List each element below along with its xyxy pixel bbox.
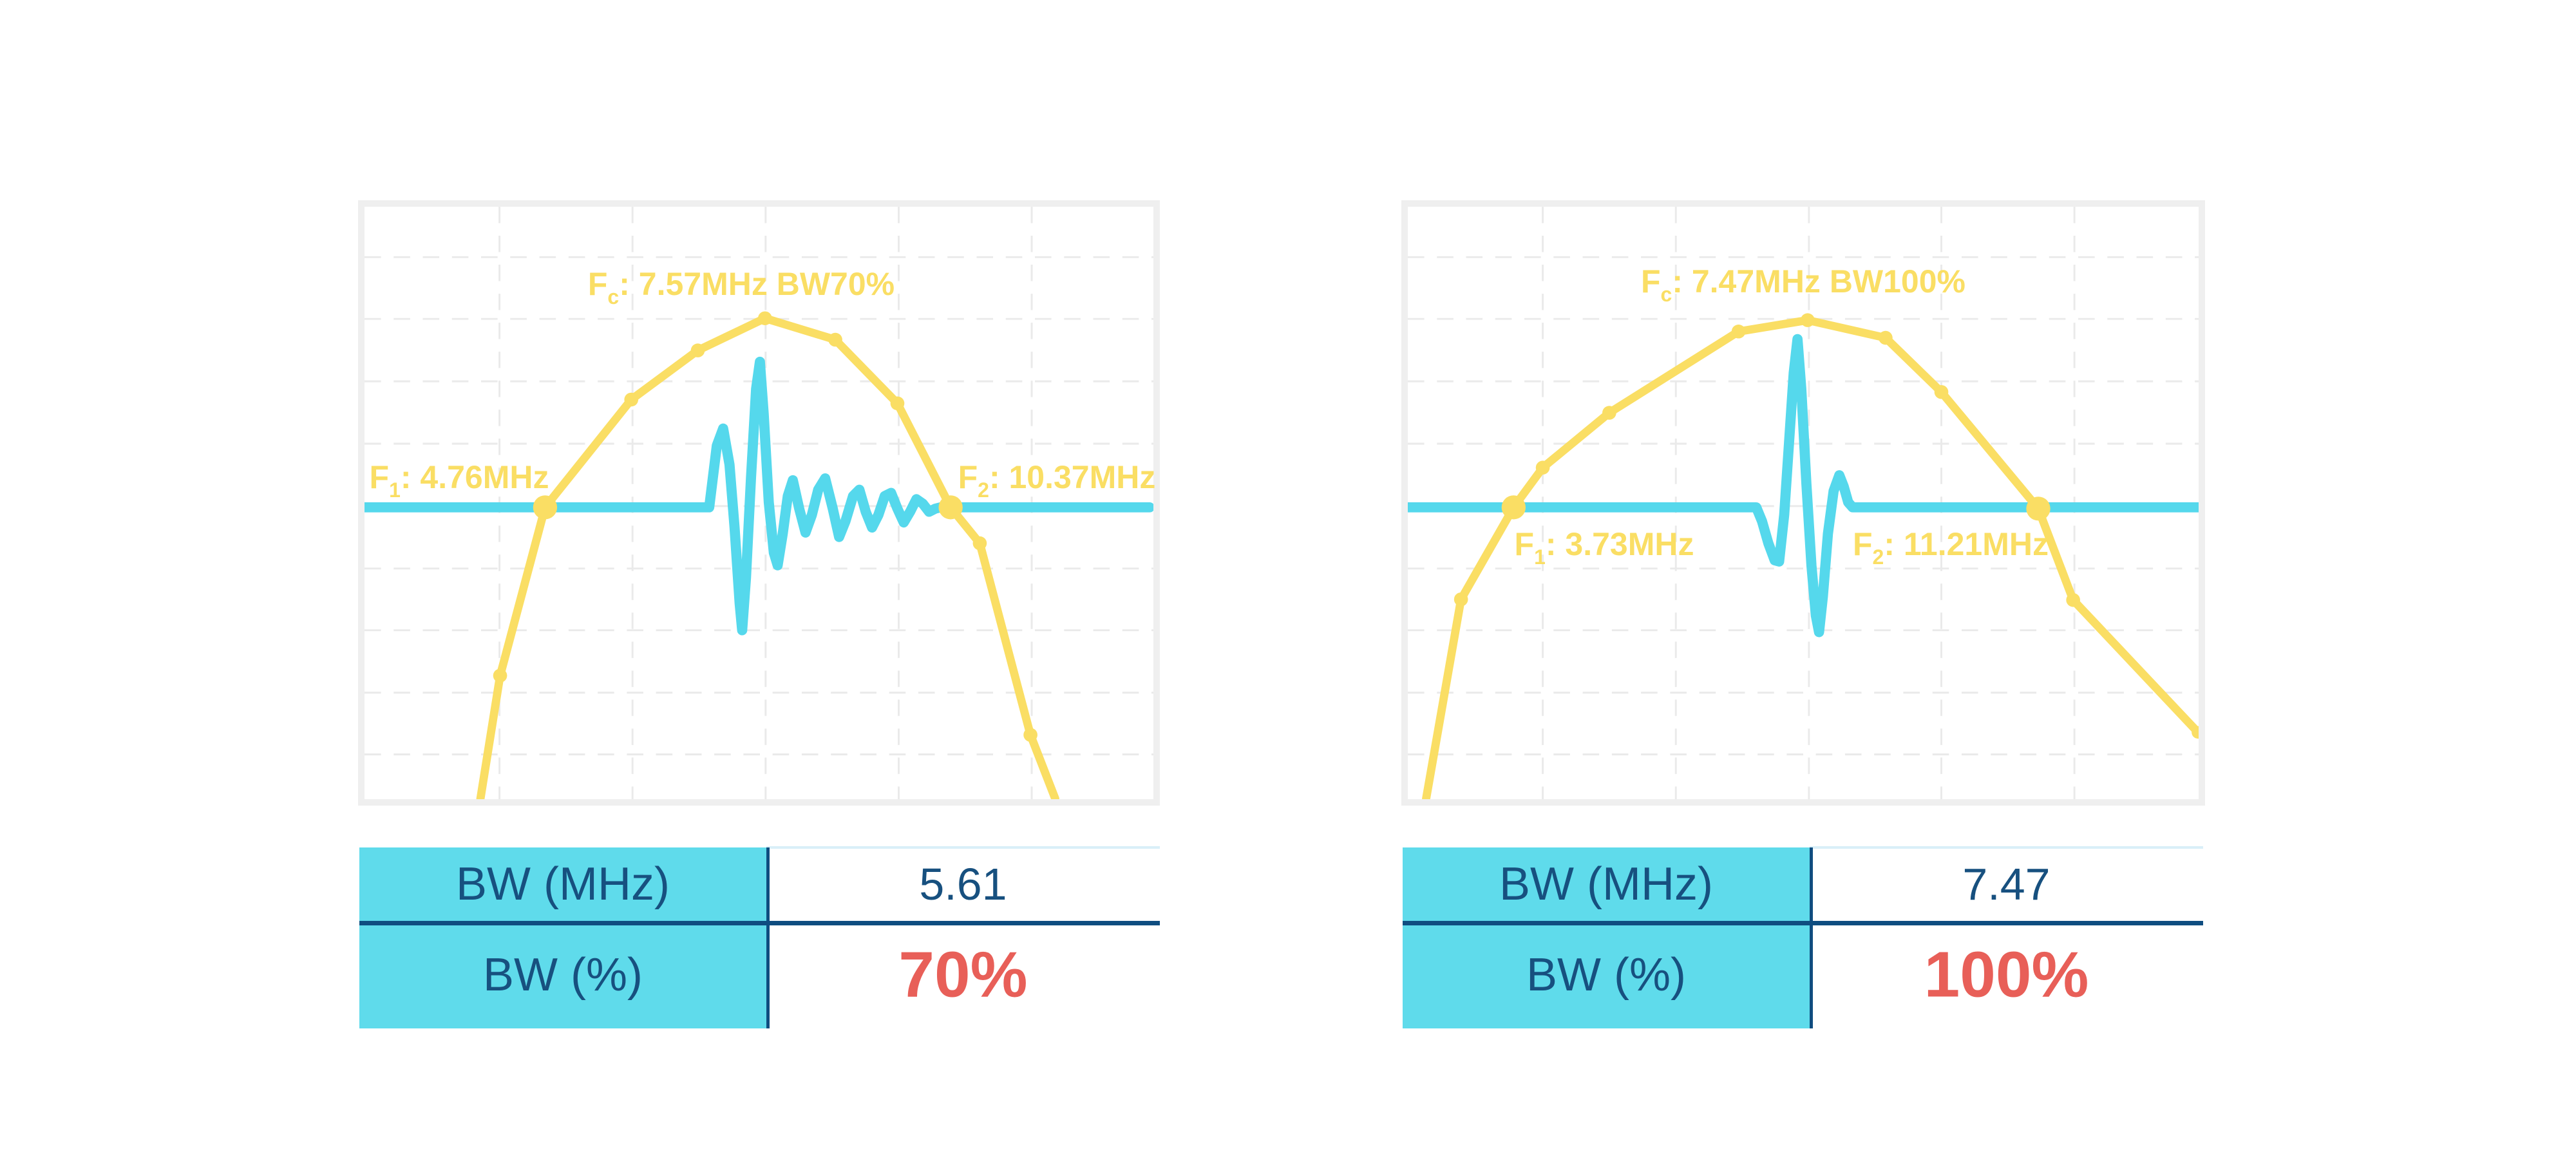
bw-mhz-value: 5.61 [919,859,1007,909]
f2-subscript: 2 [1872,545,1884,569]
fc-subscript: c [1660,283,1672,306]
fc-annotation-bw100: Fc: 7.47MHz BW100% [1640,263,1966,306]
bw-results-table-left: BW (MHz) BW (%) 5.61 70% [359,846,1160,1028]
f2-symbol: F [958,459,978,495]
chart-panel-bw70 [358,200,1160,806]
crossing-marker-dot [1501,495,1526,520]
spectrum-marker-dot [1801,313,1815,327]
spectrum-marker-dot [493,668,507,683]
spectrum-marker-dot [1879,330,1893,345]
bw-mhz-label: BW (MHz) [1499,858,1713,910]
spectrum-marker-dot [1535,460,1550,475]
spectrum-marker-dot [828,332,842,347]
bw-mhz-label: BW (MHz) [456,858,670,910]
fc-subscript: c [607,285,620,308]
spectrum-marker-dot [624,392,639,407]
f1-annotation-bw70: F1: 4.76MHz [369,459,549,502]
spectrum-marker-dot [1934,384,1949,399]
spectrum-marker-dot [2066,592,2080,607]
fc-value-text: : 7.47MHz BW100% [1672,263,1966,299]
fc-symbol: F [587,266,608,302]
bw-results-table-right: BW (MHz) BW (%) 7.47 100% [1403,846,2203,1028]
table-header-column [1403,847,1810,1028]
bw-pct-label: BW (%) [483,949,643,1001]
crossing-marker-dot [533,495,558,520]
f2-value-text: : 10.37MHz [989,459,1156,495]
table-vertical-divider [1810,847,1813,1028]
bw-mhz-value: 7.47 [1962,859,2050,909]
f2-annotation-bw70: F2: 10.37MHz [958,459,1156,502]
f1-subscript: 1 [1534,545,1546,569]
fc-symbol: F [1640,263,1661,299]
bw-pct-value: 70% [898,938,1028,1010]
spectrum-end-marker-dot [2192,726,2199,739]
spectrum-marker-dot [1023,728,1037,742]
crossing-marker-dot [938,495,963,520]
f2-symbol: F [1852,526,1873,562]
spectrum-marker-dot [1731,325,1746,339]
spectrum-marker-dot [758,311,772,325]
chart-svg-bw70 [365,207,1153,799]
chart-panel-bw100 [1401,200,2205,806]
value-column-top-line [766,846,1160,849]
bw-pct-label: BW (%) [1526,949,1686,1001]
f1-symbol: F [1514,526,1535,562]
pulse-waveform-line [1408,334,2199,638]
fc-value-text: : 7.57MHz BW70% [619,266,895,302]
f1-symbol: F [369,459,390,495]
spectrum-marker-dot [972,536,987,551]
f1-subscript: 1 [389,478,401,502]
spectrum-line [1422,316,2199,799]
crossing-marker-dot [2026,497,2050,521]
f1-value-text: : 4.76MHz [400,459,549,495]
table-horizontal-rule [1403,921,2203,925]
spectrum-marker-dot [1602,406,1616,420]
table-vertical-divider [766,847,770,1028]
spectrum-marker-dot [690,343,705,357]
spectrum-marker-dot [1454,592,1468,607]
pulse-waveform-line [365,356,1153,636]
spectrum-marker-dot [890,396,905,411]
f2-subscript: 2 [978,478,989,502]
f1-value-text: : 3.73MHz [1545,526,1694,562]
table-header-column [359,847,766,1028]
bw-pct-value: 100% [1924,938,2089,1010]
chart-svg-bw100 [1408,207,2199,799]
spectrum-line [476,314,1059,799]
value-column-top-line [1810,846,2203,849]
fc-annotation-bw70: Fc: 7.57MHz BW70% [587,265,895,308]
table-horizontal-rule [359,921,1160,925]
f1-annotation-bw100: F1: 3.73MHz [1514,525,1694,569]
f2-value-text: : 11.21MHz [1884,526,2049,562]
f2-annotation-bw100: F2: 11.21MHz [1852,525,2049,569]
